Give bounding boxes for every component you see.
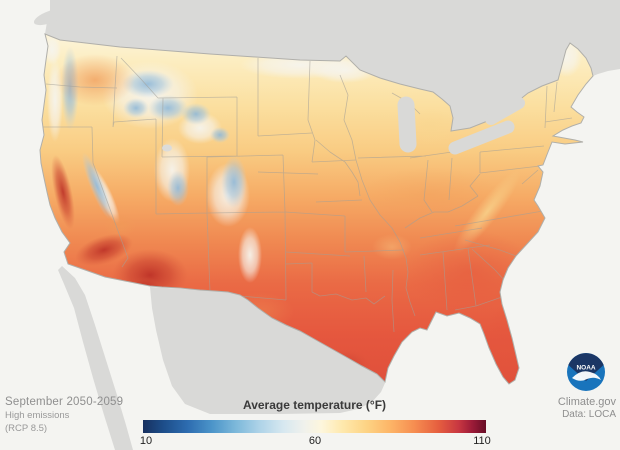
noaa-logo-text: NOAA [576,365,595,372]
colorbar-tick-mid: 60 [308,435,322,447]
map-caption: September 2050-2059 High emissions (RCP … [5,396,123,435]
lake-michigan [397,96,417,153]
colorbar-gradient [143,420,486,433]
lake-ontario [485,97,525,125]
colorbar-ticks: 10 60 110 [139,435,491,449]
colorbar-tick-max: 110 [473,435,491,447]
state-borders [42,55,573,333]
noaa-logo: NOAA [567,353,605,391]
colorbar-title: Average temperature (°F) [242,398,387,412]
mexico-landmass [150,287,385,414]
period-label: September 2050-2059 [5,396,124,408]
scenario-detail-label: (RCP 8.5) [5,423,48,435]
baja-peninsula [58,266,133,450]
noaa-logo-sky [568,353,604,381]
great-lakes [397,96,525,155]
noaa-seagull-icon [572,371,601,381]
great-salt-lake [162,144,172,152]
us-outline [39,33,594,385]
source-data-label: Data: LOCA [562,409,616,421]
colorbar-tick-min: 10 [139,435,153,447]
source-site-label: Climate.gov [557,396,616,408]
lake-erie [448,120,515,155]
attribution: Climate.gov Data: LOCA [558,396,616,421]
canada-landmass [45,0,620,131]
neighbor-landmasses [33,0,620,450]
scenario-label: High emissions [5,410,70,422]
vancouver-island [33,8,67,26]
